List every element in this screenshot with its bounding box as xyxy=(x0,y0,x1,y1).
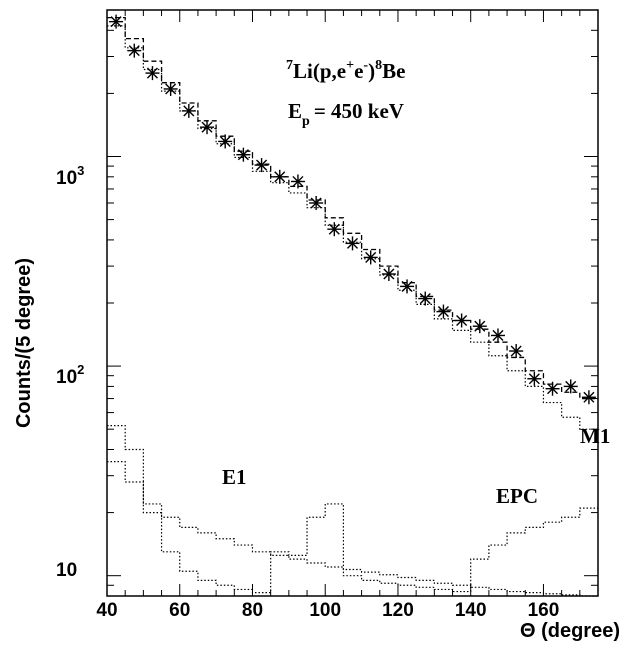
x-tick-label: 120 xyxy=(382,600,414,621)
x-tick-label: 140 xyxy=(455,600,487,621)
data-point xyxy=(181,103,196,118)
marker-stroke xyxy=(456,314,468,327)
marker-stroke xyxy=(274,171,286,183)
data-point xyxy=(145,66,160,81)
x-tick-label: 80 xyxy=(242,600,263,621)
data-point xyxy=(163,81,178,96)
data-point xyxy=(581,390,596,405)
data-point xyxy=(309,195,324,210)
data-point xyxy=(400,279,415,294)
m1-label: M1 xyxy=(580,424,610,448)
marker-stroke xyxy=(292,175,304,188)
data-point xyxy=(545,381,560,396)
marker-stroke xyxy=(310,197,322,209)
marker-stroke xyxy=(419,293,431,305)
histogram-dotted-histogram-M1 xyxy=(107,25,598,430)
data-point xyxy=(327,222,342,237)
marker-stroke xyxy=(128,45,140,57)
marker-stroke xyxy=(492,329,504,342)
epc-label: EPC xyxy=(496,484,538,508)
marker-stroke xyxy=(528,373,540,385)
marker-stroke xyxy=(256,159,268,171)
data-markers xyxy=(109,14,596,405)
marker-stroke xyxy=(146,67,158,79)
x-tick-label: 160 xyxy=(528,600,560,621)
axis-ticks xyxy=(106,9,599,597)
marker-stroke xyxy=(165,83,177,95)
data-point xyxy=(381,267,396,282)
plot-area xyxy=(106,9,599,597)
data-point xyxy=(290,174,305,189)
y-axis-label: Counts/(5 degree) xyxy=(13,258,35,428)
marker-stroke xyxy=(237,149,249,161)
y-tick-label-10: 10 xyxy=(56,560,77,581)
data-point xyxy=(363,250,378,265)
marker-stroke xyxy=(183,105,195,117)
marker-stroke xyxy=(201,121,213,133)
histogram-dashed-histogram xyxy=(107,16,598,400)
marker-stroke xyxy=(383,268,395,280)
marker-stroke xyxy=(474,320,486,332)
data-point xyxy=(527,371,542,386)
data-point xyxy=(236,147,251,162)
data-point xyxy=(472,319,487,334)
x-tick-label: 100 xyxy=(309,600,341,621)
histogram-dotted-histogram-EPC xyxy=(107,425,598,594)
marker-stroke xyxy=(547,383,559,395)
data-point xyxy=(127,43,142,58)
marker-stroke xyxy=(583,391,595,403)
marker-stroke xyxy=(401,280,413,292)
data-point xyxy=(272,169,287,184)
x-tick-label: 40 xyxy=(96,600,117,621)
data-point xyxy=(200,120,215,135)
x-axis-label: Θ (degree) xyxy=(520,620,620,642)
data-point xyxy=(418,291,433,306)
marker-stroke xyxy=(219,135,231,147)
data-point xyxy=(218,134,233,149)
data-point xyxy=(490,328,505,343)
x-tick-label: 60 xyxy=(169,600,190,621)
histogram-dotted-histogram-E1 xyxy=(107,461,598,597)
marker-stroke xyxy=(437,306,449,318)
marker-stroke xyxy=(510,345,522,357)
data-point xyxy=(454,313,469,328)
marker-stroke xyxy=(346,237,359,249)
e1-label: E1 xyxy=(222,465,247,489)
marker-stroke xyxy=(365,251,377,263)
data-point xyxy=(345,236,360,251)
data-point xyxy=(109,14,124,29)
plot-frame xyxy=(106,9,599,597)
marker-stroke xyxy=(110,16,122,28)
data-point xyxy=(254,158,269,173)
y-tick-label-100: 102 xyxy=(56,362,84,388)
x-tick-labels: 40 60 80 100 120 140 160 xyxy=(96,600,559,621)
data-point xyxy=(509,344,524,359)
energy-annotation: Ep = 450 keV xyxy=(288,99,404,129)
data-point xyxy=(563,379,578,394)
marker-stroke xyxy=(328,223,340,235)
marker-stroke xyxy=(565,380,577,392)
data-point xyxy=(436,304,451,319)
y-tick-label-1000: 103 xyxy=(56,163,84,189)
reaction-annotation: 7Li(p,e+e-)8Be xyxy=(286,58,405,83)
